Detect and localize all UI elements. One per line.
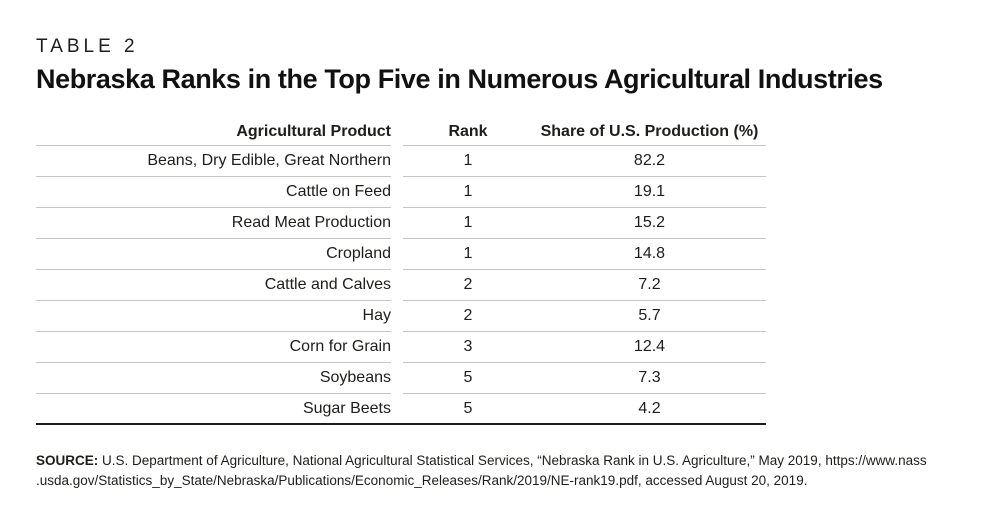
share-cell: 82.2 — [533, 146, 766, 177]
column-header-rank: Rank — [403, 119, 533, 146]
column-gap — [391, 146, 403, 177]
column-gap — [391, 177, 403, 208]
rank-cell: 1 — [403, 239, 533, 270]
page-title: Nebraska Ranks in the Top Five in Numero… — [36, 64, 883, 94]
product-cell: Cattle and Calves — [36, 270, 391, 301]
source-line-1: SOURCE: U.S. Department of Agriculture, … — [36, 451, 972, 471]
column-gap — [391, 270, 403, 301]
table-row: Corn for Grain 3 12.4 — [36, 332, 766, 363]
table-kicker: TABLE 2 — [36, 36, 139, 57]
share-cell: 4.2 — [638, 399, 661, 417]
source-text-2: .usda.gov/Statistics_by_State/Nebraska/P… — [36, 473, 808, 488]
share-cell: 19.1 — [533, 177, 766, 208]
source-note: SOURCE: U.S. Department of Agriculture, … — [36, 451, 972, 491]
share-cell: 15.2 — [533, 208, 766, 239]
table-row: Sugar Beets 5 4.2 — [36, 394, 766, 425]
rank-cell: 2 — [403, 301, 533, 332]
column-header-product: Agricultural Product — [36, 119, 391, 146]
column-gap — [391, 394, 403, 423]
share-cell: 5.7 — [533, 301, 766, 332]
column-gap — [391, 208, 403, 239]
rank-cell: 1 — [403, 208, 533, 239]
rank-cell: 3 — [403, 332, 533, 363]
product-cell: Cropland — [36, 239, 391, 270]
product-cell: Corn for Grain — [36, 332, 391, 363]
column-gap — [391, 332, 403, 363]
rankings-table: Agricultural Product Rank Share of U.S. … — [36, 119, 766, 425]
column-gap — [391, 363, 403, 394]
rank-cell: 5 — [403, 363, 533, 394]
share-cell: 7.3 — [533, 363, 766, 394]
column-gap — [391, 239, 403, 270]
table-row: Hay 2 5.7 — [36, 301, 766, 332]
rank-cell: 2 — [403, 270, 533, 301]
share-cell: 12.4 — [533, 332, 766, 363]
table-header-row: Agricultural Product Rank Share of U.S. … — [36, 119, 766, 146]
document-page: TABLE 2 Nebraska Ranks in the Top Five i… — [36, 36, 972, 491]
source-text-1: U.S. Department of Agriculture, National… — [98, 453, 927, 468]
table-row: Cropland 1 14.8 — [36, 239, 766, 270]
rank-cell: 1 — [403, 146, 533, 177]
table-row: Read Meat Production 1 15.2 — [36, 208, 766, 239]
product-cell: Hay — [36, 301, 391, 332]
source-line-2: .usda.gov/Statistics_by_State/Nebraska/P… — [36, 471, 972, 491]
column-gap — [391, 119, 403, 146]
product-cell: Read Meat Production — [36, 208, 391, 239]
source-label: SOURCE: — [36, 453, 99, 468]
table-row: Cattle and Calves 2 7.2 — [36, 270, 766, 301]
column-header-share: Share of U.S. Production (%) — [533, 119, 766, 146]
product-cell: Beans, Dry Edible, Great Northern — [36, 146, 391, 177]
rank-cell: 5 — [463, 399, 473, 417]
share-cell: 7.2 — [533, 270, 766, 301]
table-row: Cattle on Feed 1 19.1 — [36, 177, 766, 208]
product-cell: Soybeans — [36, 363, 391, 394]
product-cell: Cattle on Feed — [36, 177, 391, 208]
column-gap — [391, 301, 403, 332]
table-row: Soybeans 5 7.3 — [36, 363, 766, 394]
table-row: Beans, Dry Edible, Great Northern 1 82.2 — [36, 146, 766, 177]
product-cell: Sugar Beets — [302, 399, 391, 417]
share-cell: 14.8 — [533, 239, 766, 270]
rank-cell: 1 — [403, 177, 533, 208]
